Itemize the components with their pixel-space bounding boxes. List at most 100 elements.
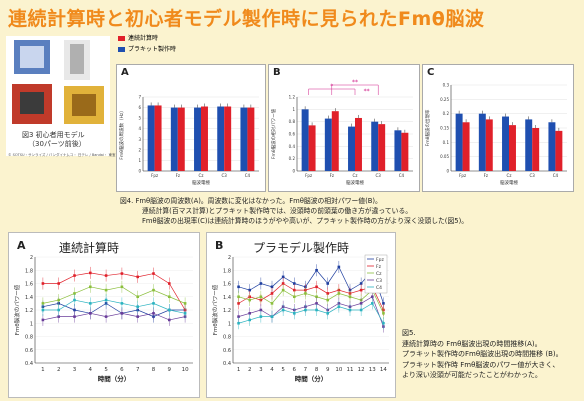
x-tick-label: 3 bbox=[73, 367, 77, 373]
data-point bbox=[338, 305, 341, 308]
data-point bbox=[105, 289, 108, 292]
y-axis-label: Fmθ脳波のパワー値 bbox=[13, 284, 21, 335]
series-line bbox=[239, 303, 384, 323]
data-point bbox=[73, 274, 76, 277]
bar bbox=[224, 107, 231, 171]
data-point bbox=[121, 312, 124, 315]
x-tick-label: 9 bbox=[326, 367, 330, 373]
robot-models-image bbox=[6, 36, 110, 130]
panel-d-title: 連続計算時 bbox=[59, 239, 119, 256]
y-tick-label: 1.8 bbox=[25, 268, 33, 274]
data-point bbox=[237, 286, 240, 289]
data-point bbox=[248, 319, 251, 322]
x-tick-label: C4 bbox=[245, 173, 251, 178]
data-point bbox=[89, 272, 92, 275]
y-tick-label: 1 bbox=[228, 321, 231, 327]
fig3-caption: 図3 初心者用モデル （30パーツ前後） bbox=[22, 131, 86, 149]
y-tick-label: 0.15 bbox=[440, 126, 449, 131]
legend-label: Fz bbox=[376, 264, 382, 270]
data-point bbox=[293, 312, 296, 315]
page-title: 連続計算時と初心者モデル製作時に見られたFmθ脳波 bbox=[8, 4, 484, 31]
data-point bbox=[282, 289, 285, 292]
y-axis-label: Fmθ脳波の出現率 bbox=[424, 109, 431, 146]
y-tick-label: 0.6 bbox=[289, 132, 296, 137]
panel-a-label: A bbox=[121, 67, 129, 78]
data-point bbox=[282, 309, 285, 312]
data-point bbox=[326, 282, 329, 285]
fig4-caption: 図4. Fmθ脳波の周波数(A)。周波数に変化はなかった。Fmθ脳波の相対パワー… bbox=[120, 196, 578, 226]
legend-item-kit: プラキット製作時 bbox=[118, 44, 176, 55]
x-tick-label: 3 bbox=[259, 367, 263, 373]
y-tick-label: 1.4 bbox=[223, 295, 231, 301]
significance-mark: ** bbox=[364, 88, 370, 95]
data-point bbox=[152, 272, 155, 275]
x-tick-label: Fz bbox=[484, 173, 488, 178]
significance-mark: ** bbox=[352, 79, 358, 86]
y-tick-label: 2 bbox=[30, 255, 33, 261]
bar bbox=[348, 127, 355, 171]
data-point bbox=[152, 302, 155, 305]
data-point bbox=[349, 309, 352, 312]
series-line bbox=[43, 313, 185, 320]
data-point bbox=[168, 282, 171, 285]
x-tick-label: C3 bbox=[376, 173, 382, 178]
data-point bbox=[57, 282, 60, 285]
data-point bbox=[89, 312, 92, 315]
y-tick-label: 0 bbox=[446, 169, 449, 174]
x-tick-label: C3 bbox=[222, 173, 228, 178]
y-tick-label: 2 bbox=[228, 255, 231, 261]
chart-frequency: 0 1 2 3 4 5 6 7 Fpz Fz Cz C3 C4 脳波電極 Fmθ脳波の周波数（Hz） bbox=[117, 65, 265, 191]
x-tick-label: Fpz bbox=[151, 173, 158, 178]
data-point bbox=[315, 309, 318, 312]
panel-c: C 0 0.05 0.1 0.15 0.2 0.25 0.3 Fpz Fz Cz C3 C4 脳波電極 F… bbox=[422, 64, 574, 192]
data-point bbox=[382, 312, 385, 315]
x-axis-label: 脳波電極 bbox=[346, 179, 364, 186]
legend-item-calc: 連続計算時 bbox=[118, 33, 176, 44]
data-point bbox=[293, 295, 296, 298]
y-tick-label: 1.8 bbox=[223, 268, 231, 274]
data-point bbox=[136, 315, 139, 318]
data-point bbox=[121, 272, 124, 275]
x-tick-label: 11 bbox=[347, 367, 354, 373]
data-point bbox=[136, 276, 139, 279]
y-axis-label: Fmθ脳波のパワー値 bbox=[211, 284, 219, 335]
chart-continuous-calc-timeline: 0.40.60.811.21.41.61.821 2 3 4 5 6 7 8 9 10時間（分）F… bbox=[9, 233, 199, 397]
x-tick-label: Fz bbox=[176, 173, 180, 178]
panel-b-label: B bbox=[273, 67, 281, 78]
y-axis-label: Fmθ脳波の相対パワー値 bbox=[270, 108, 277, 159]
y-tick-label: 1 bbox=[292, 107, 295, 112]
y-tick-label: 0.05 bbox=[440, 154, 449, 159]
data-point bbox=[89, 302, 92, 305]
legend-label: Cz bbox=[376, 271, 382, 277]
bar bbox=[355, 118, 362, 171]
bar bbox=[194, 108, 201, 171]
chart-relative-power: 0 0.2 0.4 0.6 0.8 1 1.2 Fpz Fz Cz C3 C4 脳波電極 Fmθ脳波の相対… bbox=[269, 65, 419, 191]
data-point bbox=[237, 295, 240, 298]
x-tick-label: C4 bbox=[553, 173, 559, 178]
data-point bbox=[349, 295, 352, 298]
x-tick-label: 2 bbox=[248, 367, 252, 373]
x-tick-label: 5 bbox=[104, 367, 108, 373]
data-point bbox=[271, 315, 274, 318]
data-point bbox=[89, 286, 92, 289]
bar bbox=[509, 125, 516, 171]
data-point bbox=[184, 312, 187, 315]
bar bbox=[247, 108, 254, 171]
chart-occurrence-rate: 0 0.05 0.1 0.15 0.2 0.25 0.3 Fpz Fz Cz C3 C4 脳波電極 Fmθ… bbox=[423, 65, 573, 191]
bar bbox=[302, 109, 309, 171]
x-axis-label: 脳波電極 bbox=[192, 179, 210, 186]
panel-c-label: C bbox=[427, 67, 434, 78]
y-tick-label: 0.2 bbox=[443, 111, 450, 116]
x-tick-label: 1 bbox=[41, 367, 45, 373]
x-tick-label: 7 bbox=[304, 367, 308, 373]
y-tick-label: 0 bbox=[138, 169, 141, 174]
y-tick-label: 0 bbox=[292, 169, 295, 174]
x-axis-label: 時間（分） bbox=[98, 374, 131, 383]
bar bbox=[525, 119, 532, 171]
panel-a: A 0 1 2 3 4 5 6 7 Fpz Fz Cz C3 C4 脳波電極 Fmθ脳波の周波数（Hz） bbox=[116, 64, 266, 192]
data-point bbox=[168, 309, 171, 312]
y-tick-label: 0.25 bbox=[440, 97, 449, 102]
y-tick-label: 0.4 bbox=[223, 361, 231, 367]
y-tick-label: 1.2 bbox=[289, 95, 296, 100]
y-tick-label: 0.4 bbox=[289, 144, 296, 149]
